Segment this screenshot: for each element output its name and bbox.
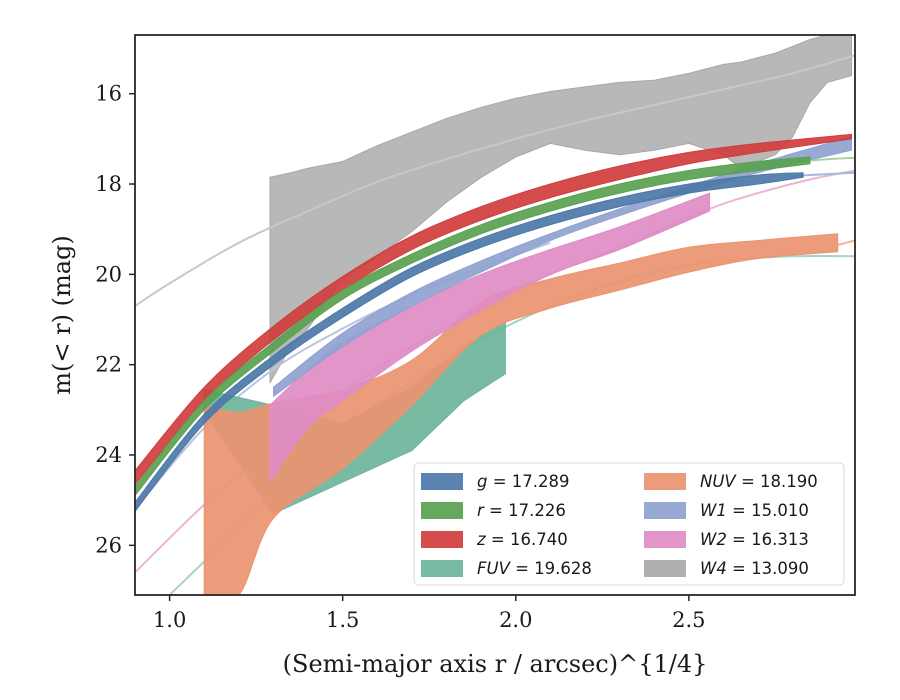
- legend-label-z-16-740: z = 16.740: [476, 530, 568, 549]
- legend-frame: [413, 462, 845, 586]
- y-tick-label: 20: [95, 262, 122, 286]
- series-nuv-model-line: [837, 239, 855, 246]
- legend-swatch-r-17-226: [421, 502, 463, 519]
- legend-label-nuv-18-190: NUV = 18.190: [700, 472, 818, 491]
- legend-swatch-nuv-18-190: [644, 473, 686, 490]
- y-tick-label: 24: [95, 443, 122, 467]
- legend: g = 17.289 r = 17.226 z = 16.740 FUV = 19.6…: [413, 462, 845, 586]
- y-axis-label: m(< r) (mag): [48, 235, 76, 394]
- y-tick-label: 22: [95, 353, 122, 377]
- x-tick-label: 2.0: [499, 608, 532, 632]
- legend-swatch-w4-13-090: [644, 560, 686, 577]
- legend-swatch-w1-15-010: [644, 502, 686, 519]
- legend-swatch-z-16-740: [421, 531, 463, 548]
- x-tick-label: 1.0: [153, 608, 186, 632]
- legend-label-w2-16-313: W2 = 16.313: [700, 530, 809, 549]
- series-layer: [135, 35, 855, 595]
- y-tick-label: 16: [95, 82, 122, 106]
- series-r-17-226-band: [135, 156, 811, 497]
- x-tick-label: 2.5: [672, 608, 705, 632]
- x-axis-label: (Semi-major axis r / arcsec)^{1/4}: [283, 650, 708, 678]
- series-w4-13-090-band: [269, 35, 852, 384]
- legend-swatch-fuv-19-628: [421, 560, 463, 577]
- legend-label-r-17-226: r = 17.226: [477, 501, 566, 520]
- series-nuv-18-190-band: [203, 233, 839, 595]
- y-tick-label: 26: [95, 533, 122, 557]
- legend-label-w1-15-010: W1 = 15.010: [700, 501, 809, 520]
- legend-swatch-g-17-289: [421, 473, 463, 490]
- y-axis: 16 18 20 22 24 26: [95, 82, 135, 557]
- series-w4-model-line: [135, 54, 855, 307]
- x-tick-label: 1.5: [326, 608, 359, 632]
- legend-label-w4-13-090: W4 = 13.090: [700, 559, 809, 578]
- series-g-17-289-band: [135, 172, 804, 512]
- x-axis: 1.0 1.5 2.0 2.5: [153, 595, 706, 632]
- legend-label-fuv-19-628: FUV = 19.628: [477, 559, 592, 578]
- plot-frame: [134, 34, 856, 596]
- legend-label-g-17-289: g = 17.289: [477, 472, 570, 491]
- y-tick-label: 18: [95, 172, 122, 196]
- legend-swatch-w2-16-313: [644, 531, 686, 548]
